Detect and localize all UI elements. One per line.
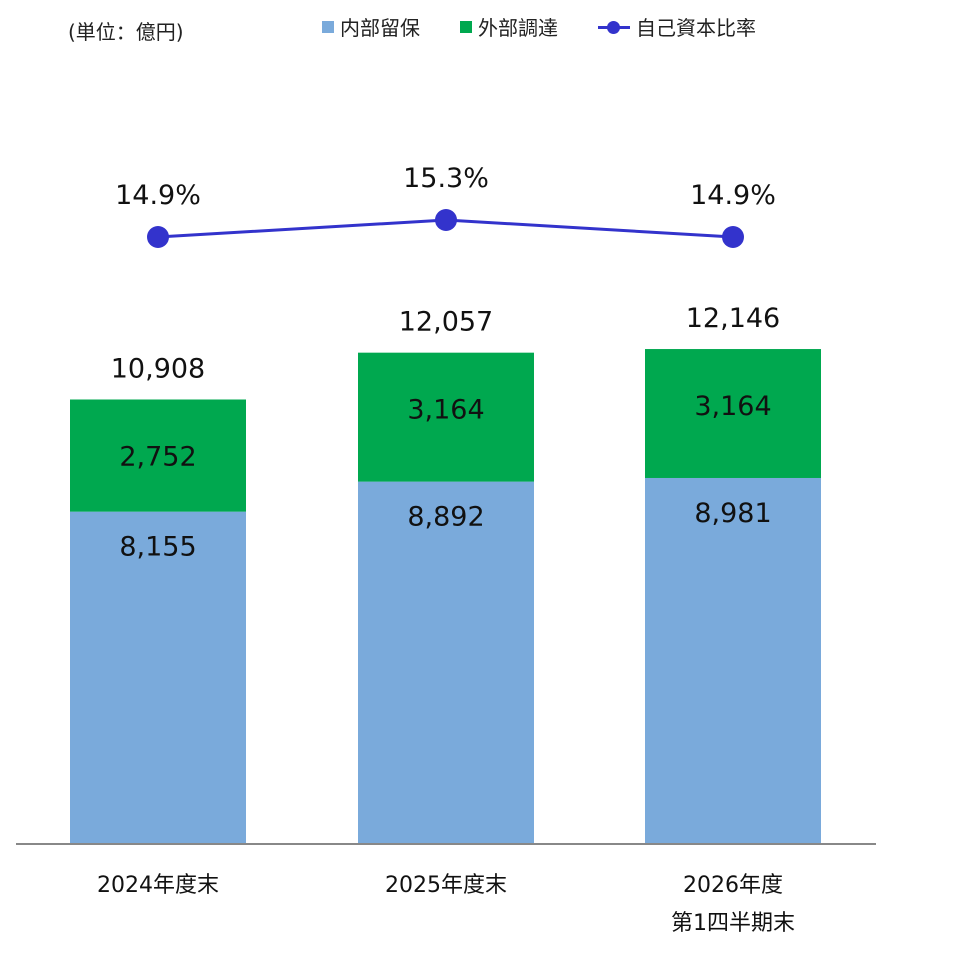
data-label-external: 3,164 [694,391,771,422]
unit-label: (単位：億円) [68,20,184,44]
data-label-external: 3,164 [407,395,484,426]
bar-external [70,399,246,512]
data-label-internal: 8,981 [694,498,771,529]
legend: 内部留保 外部調達 自己資本比率 [322,12,796,41]
legend-item-ratio: 自己資本比率 [598,12,756,41]
data-label-external: 2,752 [119,441,196,472]
bar-internal [70,511,246,844]
ratio-point [722,226,744,248]
bar-external [358,352,534,482]
data-label-total: 12,057 [399,307,493,338]
data-label-total: 10,908 [111,353,205,384]
x-tick-label: 2026年度 [683,873,783,898]
data-label-total: 12,146 [686,303,780,334]
ratio-label: 14.9% [690,180,776,211]
x-tick-label: 第1四半期末 [671,911,795,936]
x-tick-label: 2024年度末 [97,873,219,898]
legend-swatch-ratio [598,20,630,34]
legend-label-external: 外部調達 [478,16,558,40]
ratio-point [435,209,457,231]
legend-item-external: 外部調達 [460,12,558,41]
bar-internal [358,481,534,844]
legend-swatch-external [460,20,472,33]
bar-external [645,349,821,478]
legend-label-internal: 内部留保 [340,16,420,40]
x-tick-label: 2025年度末 [385,873,507,898]
ratio-point [147,226,169,248]
legend-label-ratio: 自己資本比率 [636,16,756,40]
bar-internal [645,477,821,844]
data-label-internal: 8,155 [119,532,196,563]
legend-swatch-internal [322,20,334,33]
legend-item-internal: 内部留保 [322,12,420,41]
ratio-label: 14.9% [115,180,201,211]
data-label-internal: 8,892 [407,502,484,533]
ratio-label: 15.3% [403,163,489,194]
